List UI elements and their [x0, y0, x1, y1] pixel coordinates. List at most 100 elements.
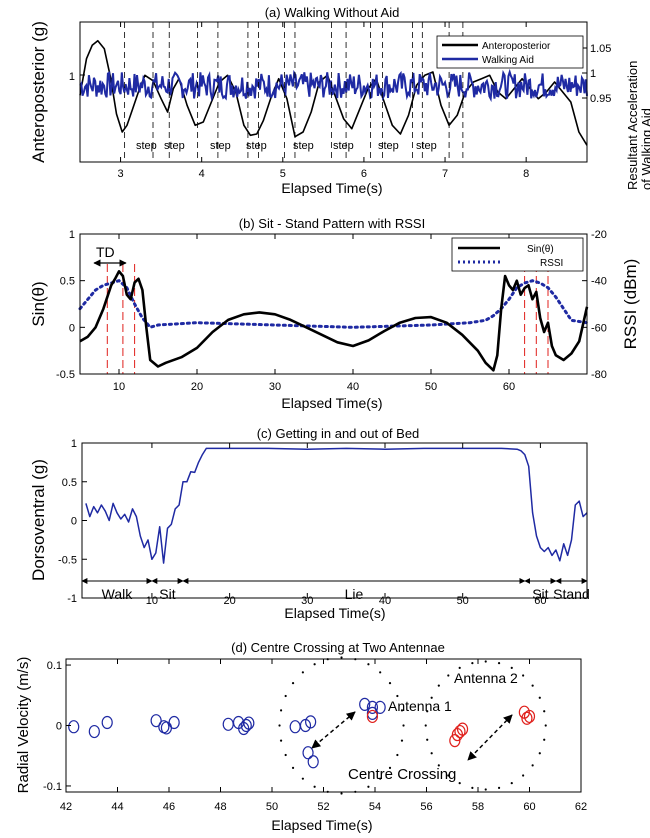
walking-aid-line	[79, 68, 588, 103]
x-tick-label: 8	[523, 168, 529, 180]
y2-tick-label: -80	[591, 369, 607, 381]
x-tick-label: 48	[214, 801, 226, 813]
panel-a-x-ticks: 3 4 5 6 7 8	[117, 22, 529, 180]
panel-b-title: (b) Sit - Stand Pattern with RSSI	[239, 216, 425, 231]
x-tick-label: 3	[117, 168, 123, 180]
panel-d-x-ticks: 42 44 46 48 50 52 54 56 58 60 62	[60, 659, 587, 813]
antenna-region-dot	[497, 662, 501, 665]
panel-a-step-labels: step step step step step step step step	[136, 140, 437, 152]
y2-tick-label: 1	[590, 68, 596, 80]
antenna-region-dot	[313, 663, 316, 666]
scatter-point	[523, 709, 536, 724]
panel-d-y-ticks: 0.1 0 -0.1	[43, 660, 71, 793]
antenna-region-dot	[522, 674, 525, 677]
panel-a-y-ticks: 1	[69, 71, 85, 83]
sin-theta-line	[79, 269, 589, 372]
antenna-region-dot	[400, 709, 404, 712]
scatter-point	[366, 706, 379, 721]
panel-b-ylabel: Sin(θ)	[29, 281, 48, 326]
antenna-region-dot	[437, 764, 440, 767]
antenna-region-dot	[379, 777, 382, 780]
scatter-point	[289, 720, 301, 734]
panel-c-ylabel: Dorsoventral (g)	[29, 459, 48, 581]
y-tick-label: -0.1	[43, 781, 62, 793]
scatter-point	[168, 715, 180, 730]
panel-b-y-ticks: 1 0.5 0 -0.5	[56, 229, 85, 381]
x-tick-label: 50	[457, 595, 469, 607]
scatter-point	[240, 718, 252, 733]
x-tick-label: 44	[111, 801, 123, 813]
panel-c-phases: Walk Sit Lie Sit Stand	[81, 577, 590, 602]
x-tick-label: 54	[369, 801, 381, 813]
panel-b-td-annotation: TD	[93, 244, 127, 267]
x-tick-label: 62	[575, 801, 587, 813]
antenna-region-dot	[284, 753, 287, 757]
antenna-region-dot	[396, 753, 399, 757]
legend-label-sin: Sin(θ)	[527, 244, 554, 255]
scatter-point	[449, 734, 461, 748]
scatter-point	[150, 714, 162, 728]
y2-tick-label: 0.95	[590, 93, 611, 105]
antenna-region-dot	[543, 738, 546, 741]
step-label: step	[378, 140, 399, 152]
antenna-region-dot	[510, 666, 513, 669]
scatter-point	[101, 715, 113, 730]
panel-a-y2-ticks: 1.05 1 0.95	[582, 43, 611, 105]
phase-label: Sit	[532, 586, 548, 602]
panel-a-ylabel: Anteroposterior (g)	[29, 21, 48, 163]
annotation-centre-crossing: Centre Crossing	[348, 766, 456, 783]
phase-label: Stand	[553, 586, 590, 602]
scatter-point	[366, 700, 379, 714]
y-tick-label: 0	[71, 516, 77, 528]
antenna-region-dot	[447, 674, 450, 677]
annotation-antenna-1: Antenna 1	[388, 698, 452, 714]
y-tick-label: -1	[67, 593, 77, 605]
antenna-region-dot	[301, 671, 304, 674]
panel-c-series	[85, 447, 588, 564]
y-tick-label: 0.1	[47, 660, 62, 672]
scatter-point	[366, 709, 379, 724]
panel-a-xlabel: Elapsed Time(s)	[281, 180, 382, 196]
x-tick-label: 50	[425, 381, 437, 393]
x-tick-label: 10	[113, 381, 125, 393]
x-tick-label: 40	[379, 595, 391, 607]
antenna-region-dot	[388, 682, 392, 685]
scatter-point	[302, 746, 314, 760]
y-tick-label: 1	[69, 71, 75, 83]
antenna-region-dot	[430, 752, 433, 755]
dorsoventral-line	[85, 447, 588, 564]
x-tick-label: 10	[146, 595, 158, 607]
y2-tick-label: -60	[591, 322, 607, 334]
x-tick-label: 52	[317, 801, 329, 813]
antenna-region-dot	[279, 739, 283, 742]
antenna-region-dot	[400, 739, 404, 742]
antenna-region-dot	[437, 684, 440, 687]
scatter-point	[454, 724, 466, 739]
panel-d-points	[68, 697, 536, 769]
panel-a-title: (a) Walking Without Aid	[265, 5, 400, 20]
panel-b-xlabel: Elapsed Time(s)	[281, 395, 382, 411]
x-tick-label: 60	[534, 595, 546, 607]
y-tick-label: 0	[69, 322, 75, 334]
panel-d: (d) Centre Crossing at Two Antennae 42 44…	[15, 640, 587, 833]
panel-b-frame	[79, 233, 588, 375]
antenna-region-dot	[313, 785, 316, 788]
step-label: step	[416, 140, 437, 152]
panel-c: (c) Getting in and out of Bed 10 20 30 40 50…	[29, 426, 590, 621]
x-tick-label: 5	[280, 168, 286, 180]
antenna-region-dot	[396, 694, 399, 698]
antenna-region-dot	[531, 684, 534, 687]
x-tick-label: 50	[266, 801, 278, 813]
panel-d-annotations: Antenna 1 Antenna 2 Centre Crossing	[311, 670, 518, 783]
td-label: TD	[96, 244, 115, 260]
phase-label: Sit	[159, 586, 175, 602]
panel-a-frame	[79, 21, 588, 163]
panel-c-xlabel: Elapsed Time(s)	[284, 605, 385, 621]
step-label: step	[164, 140, 185, 152]
antenna-region-dot	[279, 709, 283, 712]
antenna-region-dot	[538, 752, 541, 755]
x-tick-label: 30	[301, 595, 313, 607]
crossing-arrow-antenna-1	[311, 711, 356, 749]
antenna-region-dot	[291, 766, 295, 769]
